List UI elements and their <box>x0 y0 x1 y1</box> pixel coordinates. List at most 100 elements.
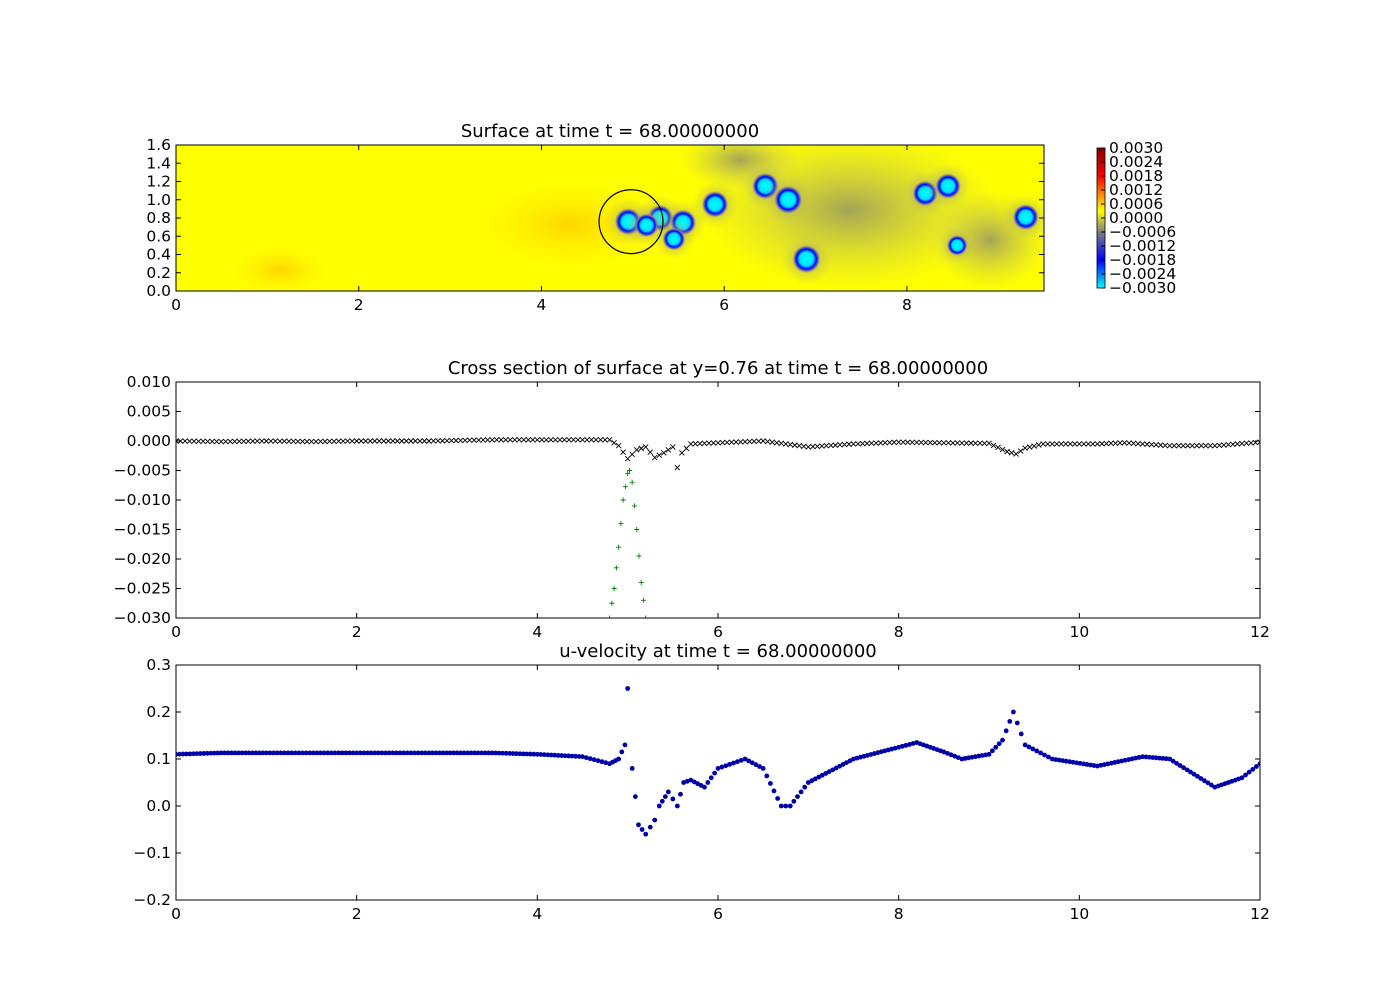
cross-section-point <box>990 442 997 449</box>
u-velocity-point <box>562 753 568 759</box>
u-velocity-point <box>715 766 721 771</box>
cross-section-point <box>1212 442 1218 449</box>
u-velocity-point <box>401 750 407 756</box>
cross-section-point <box>1076 441 1083 447</box>
cross-section-point <box>837 442 843 448</box>
u-velocity-point <box>365 750 370 756</box>
cross-section-point <box>1108 440 1114 447</box>
cross-section-point-green <box>613 565 619 571</box>
cross-section-point <box>904 439 911 446</box>
cross-section-point-green <box>609 600 615 606</box>
heatmap-spot <box>792 245 821 274</box>
u-velocity-point <box>734 759 740 765</box>
u-velocity-point <box>1205 780 1211 786</box>
cross-section-point <box>931 439 938 446</box>
u-velocity-point <box>454 750 460 756</box>
u-velocity-point <box>684 778 690 784</box>
cross-section-point <box>733 439 739 445</box>
u-velocity-point <box>285 750 291 756</box>
cross-section-point <box>466 437 473 444</box>
u-velocity-point <box>437 750 442 756</box>
x-tick-label: 4 <box>537 296 547 314</box>
u-velocity-point <box>1208 782 1214 788</box>
cross-section-point <box>462 437 468 444</box>
cross-section-point <box>371 438 378 444</box>
y-tick-label: −0.030 <box>114 609 171 627</box>
cross-section-point <box>308 438 315 445</box>
x-tick-label: 6 <box>713 623 723 641</box>
cross-section-point <box>1062 441 1069 447</box>
y-tick-label: 0.000 <box>127 432 171 450</box>
u-velocity-point <box>541 752 547 758</box>
cross-section-point <box>277 438 283 444</box>
cross-section-point <box>832 442 839 448</box>
y-tick-label: −0.025 <box>114 580 171 598</box>
u-velocity-point <box>625 686 631 691</box>
u-velocity-point <box>738 757 744 763</box>
cross-section-point-green <box>616 544 622 550</box>
cross-section-point <box>706 440 712 446</box>
cross-section-point <box>1017 448 1024 454</box>
u-velocity-point <box>278 750 284 756</box>
cross-section-point <box>1175 442 1182 449</box>
u-velocity-point <box>218 750 224 756</box>
cross-section-point <box>742 438 748 445</box>
x-tick-label: 2 <box>354 296 364 314</box>
u-velocity-point <box>712 770 718 776</box>
cross-section-point <box>588 437 595 443</box>
cross-section-point <box>868 440 875 447</box>
u-velocity-point <box>670 796 676 802</box>
cross-section-point <box>941 439 947 446</box>
cross-section-point <box>629 451 636 458</box>
cross-section-point <box>295 438 301 445</box>
cross-section-point <box>186 438 193 444</box>
cross-section-point <box>787 441 794 448</box>
u-velocity-point <box>343 750 349 756</box>
u-velocity-point <box>1202 778 1207 784</box>
x-tick-label: 8 <box>894 623 904 641</box>
u-velocity-point <box>190 751 196 757</box>
cross-section-point <box>1008 449 1015 456</box>
u-velocity-point <box>587 756 593 762</box>
u-velocity-point <box>250 750 255 756</box>
cross-section-point <box>1026 444 1033 450</box>
cross-section-point <box>304 438 310 445</box>
u-velocity-point <box>336 750 341 756</box>
cross-section-point <box>552 437 559 443</box>
u-velocity-point <box>948 752 954 758</box>
u-velocity-point <box>354 750 360 756</box>
u-velocity-point <box>296 750 302 756</box>
x-tick-label: 6 <box>719 296 729 314</box>
cross-section-point <box>1090 441 1096 447</box>
u-velocity-point <box>493 750 499 756</box>
u-velocity-point <box>899 743 905 749</box>
cross-section-point <box>176 438 179 444</box>
u-velocity-point <box>253 750 259 756</box>
cross-section-point <box>254 438 261 444</box>
u-velocity-point <box>576 754 582 759</box>
cross-section-point <box>380 438 387 444</box>
cross-section-point <box>1166 442 1173 449</box>
u-velocity-point <box>475 750 481 756</box>
cross-section-point <box>561 437 568 443</box>
u-velocity-point <box>426 750 432 756</box>
u-velocity-point <box>433 750 439 756</box>
x-tick-label: 6 <box>713 905 723 923</box>
u-velocity-point <box>390 750 396 756</box>
u-velocity-point <box>1000 737 1005 743</box>
u-velocity-point <box>500 750 505 756</box>
cross-section-point <box>810 443 816 450</box>
cross-section-point <box>927 439 934 446</box>
cross-section-point <box>642 444 649 450</box>
cross-section-point <box>313 438 319 445</box>
cross-section-point <box>444 437 450 444</box>
cross-section-point <box>584 437 590 443</box>
u-velocity-point <box>795 794 800 799</box>
u-velocity-point <box>1034 748 1040 754</box>
u-velocity-point <box>350 750 356 756</box>
cross-section-point <box>1044 441 1051 447</box>
cross-section-point <box>290 438 297 445</box>
u-velocity-point <box>659 798 665 804</box>
cross-section-point <box>272 438 279 444</box>
u-velocity-point <box>325 750 331 756</box>
